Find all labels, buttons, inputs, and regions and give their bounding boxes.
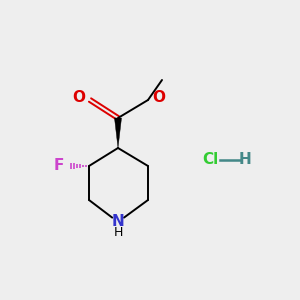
- Text: Cl: Cl: [202, 152, 218, 167]
- Text: N: N: [112, 214, 124, 230]
- Text: H: H: [113, 226, 123, 239]
- Text: H: H: [238, 152, 251, 167]
- Text: F: F: [54, 158, 64, 173]
- Polygon shape: [115, 118, 122, 148]
- Text: O: O: [72, 91, 85, 106]
- Text: O: O: [152, 91, 165, 106]
